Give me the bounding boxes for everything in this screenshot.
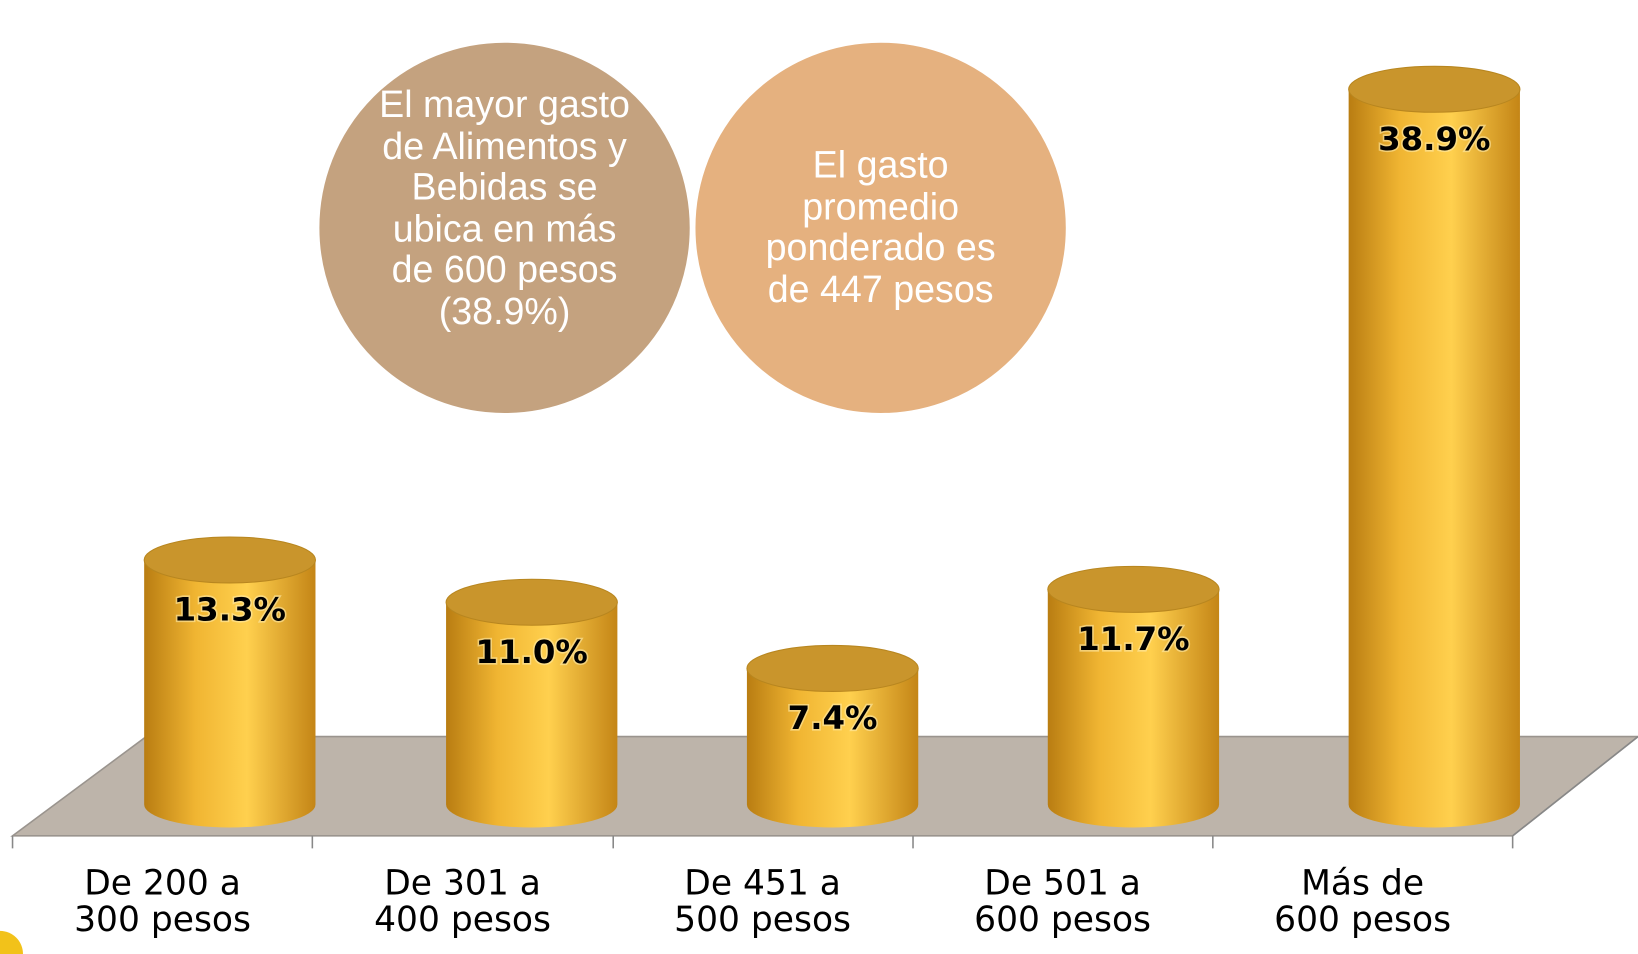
x-tick-label: Más de 600 pesos <box>1274 865 1452 939</box>
value-label: 7.4% <box>788 699 878 737</box>
bar-top <box>445 578 618 626</box>
annotation: El mayor gasto de Alimentos y Bebidas se… <box>379 83 630 333</box>
bar <box>1047 589 1220 828</box>
bar-top <box>1348 65 1521 113</box>
axis <box>11 735 1638 849</box>
x-tick-box: De 301 a 400 pesos <box>374 865 551 939</box>
x-tick-box: Más de 600 pesos <box>1274 865 1452 939</box>
x-tick-box: De 200 a 300 pesos <box>74 865 251 939</box>
value-label: 13.3% <box>174 591 286 629</box>
x-tick-label: De 200 a 300 pesos <box>74 865 251 939</box>
bar <box>1348 89 1520 828</box>
right-circle <box>694 41 1067 414</box>
x-tick-label: De 301 a 400 pesos <box>374 865 551 939</box>
corner-dot <box>0 930 23 954</box>
bar-top <box>143 536 317 584</box>
venn: El mayor gasto de Alimentos y Bebidas se… <box>317 41 1068 415</box>
left-circle <box>318 41 691 414</box>
x-tick-box: De 451 a 500 pesos <box>674 865 852 939</box>
bar <box>746 668 919 828</box>
x-tick-box: De 501 a 600 pesos <box>974 865 1152 939</box>
x-tick-label: De 501 a 600 pesos <box>974 865 1152 939</box>
bar-top <box>746 644 919 692</box>
bar <box>144 559 316 828</box>
value-label: 38.9% <box>1378 120 1490 158</box>
bar-top <box>1047 565 1220 613</box>
x-tick-label: De 451 a 500 pesos <box>674 865 852 939</box>
value-label: 11.0% <box>476 633 588 671</box>
value-label: 11.7% <box>1077 620 1189 658</box>
bar <box>446 602 618 828</box>
annotation: El gasto promedio ponderado es de 447 pe… <box>765 144 996 311</box>
